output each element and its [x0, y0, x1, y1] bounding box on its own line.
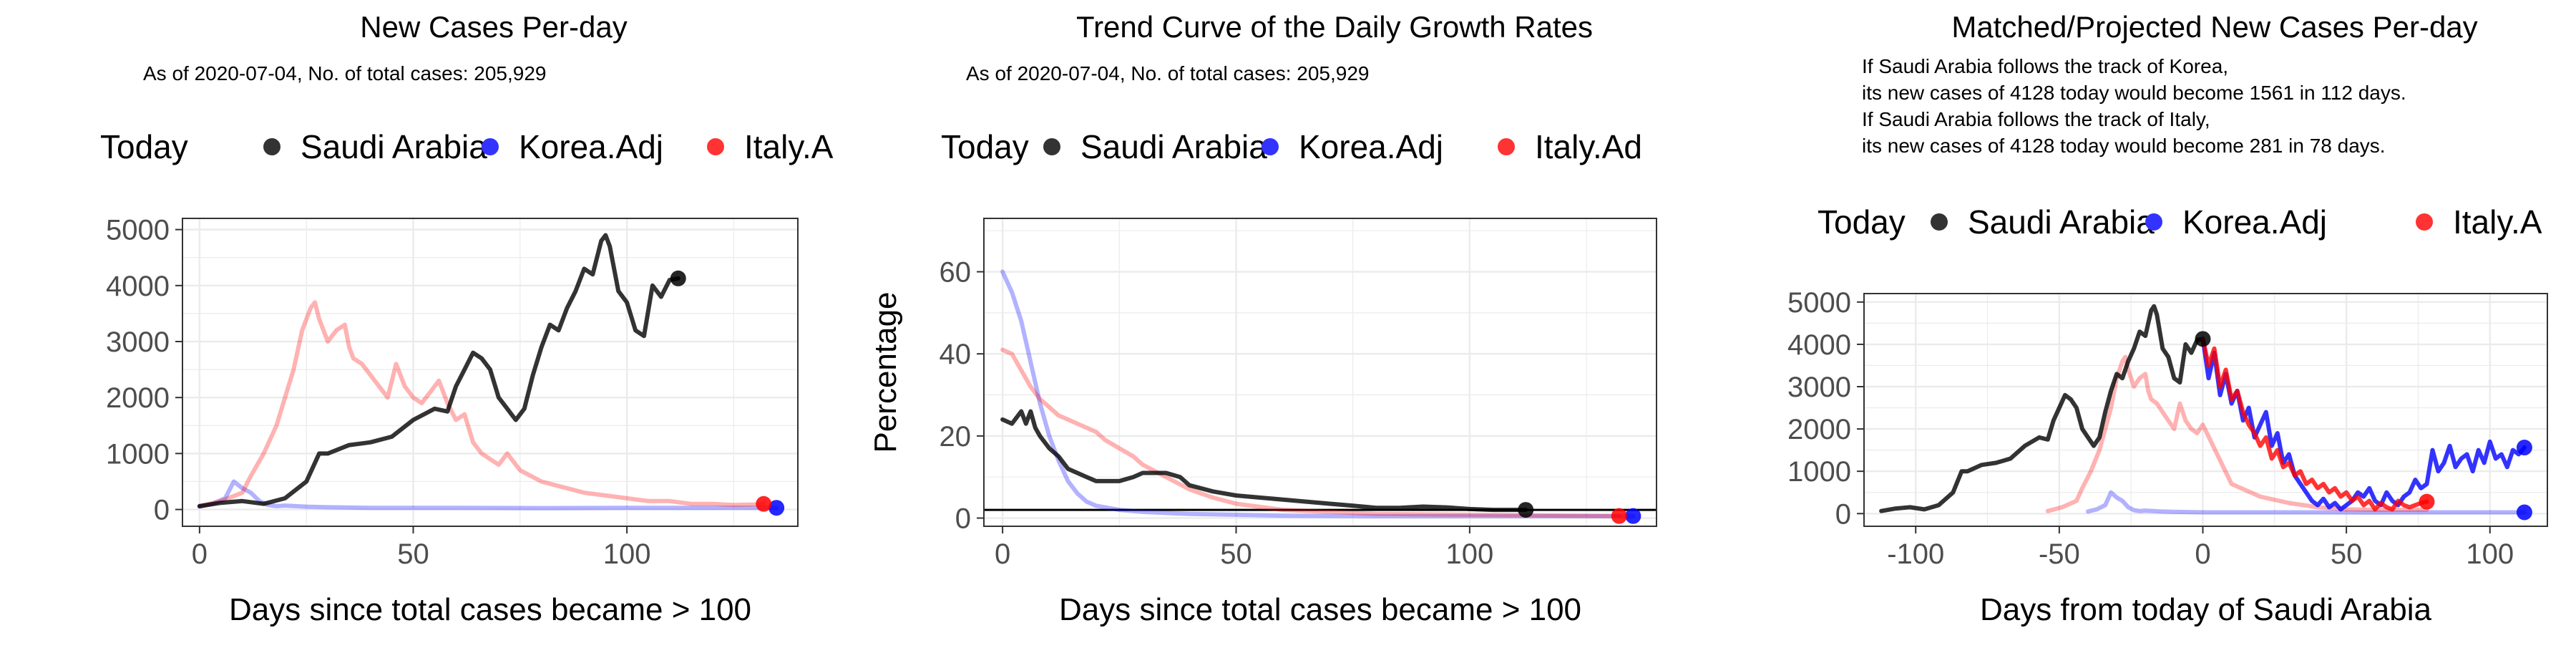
- x-tick-label: 0: [2195, 538, 2210, 570]
- chart-annotation: If Saudi Arabia follows the track of Kor…: [1862, 55, 2228, 77]
- y-axis-label: Percentage: [868, 291, 903, 453]
- legend-key: [263, 138, 280, 155]
- legend-key: [2416, 213, 2433, 231]
- y-tick-label: 4000: [106, 271, 170, 302]
- legend-label: Saudi Arabia: [1968, 203, 2155, 241]
- x-tick-label: -50: [2039, 538, 2080, 570]
- legend-key: [482, 138, 499, 155]
- legend-key: [2145, 213, 2162, 231]
- series-end-marker: [2419, 493, 2435, 510]
- legend: Today Saudi Arabia Korea.Adj Italy.A: [100, 128, 834, 165]
- series-end-marker: [769, 500, 785, 516]
- x-tick-label: 100: [2466, 538, 2514, 570]
- legend-key: [1262, 138, 1279, 155]
- gridlines: [182, 218, 798, 526]
- series-end-marker: [2516, 440, 2532, 456]
- chart-annotation: its new cases of 4128 today would become…: [1862, 135, 2386, 157]
- legend: Today Saudi Arabia Korea.Adj Italy.A: [1818, 203, 2542, 241]
- chart-title: Matched/Projected New Cases Per-day: [1951, 10, 2477, 44]
- x-tick-label: 0: [192, 538, 208, 570]
- chart-3: Matched/Projected New Cases Per-day If Sa…: [1787, 10, 2548, 627]
- x-tick-label: 50: [1220, 538, 1252, 570]
- chart-2: Trend Curve of the Daily Growth Rates As …: [868, 10, 1657, 627]
- y-tick-label: 3000: [106, 327, 170, 358]
- y-tick-label: 0: [154, 495, 170, 526]
- legend-title: Today: [100, 128, 188, 165]
- series-line-5: [2200, 337, 2429, 512]
- series-end-marker: [2195, 331, 2211, 347]
- y-tick-label: 0: [955, 503, 971, 535]
- legend-label: Korea.Adj: [1299, 128, 1443, 165]
- y-tick-label: 1000: [1787, 456, 1851, 488]
- plot-border: [983, 218, 1657, 527]
- chart-title: Trend Curve of the Daily Growth Rates: [1076, 10, 1593, 44]
- series-end-marker: [756, 495, 772, 512]
- y-tick-label: 3000: [1787, 372, 1851, 403]
- chart-annotation: If Saudi Arabia follows the track of Ita…: [1862, 108, 2210, 130]
- legend-key: [1931, 213, 1948, 231]
- legend-key: [1043, 138, 1060, 155]
- series-line-1: [1000, 409, 1528, 513]
- x-tick-label: 100: [603, 538, 651, 570]
- series-line-3: [1000, 347, 1621, 518]
- y-tick-label: 20: [940, 421, 972, 453]
- gridlines: [1864, 294, 2547, 526]
- x-tick-label: 0: [995, 538, 1010, 570]
- x-axis-label: Days since total cases became > 100: [1059, 592, 1581, 627]
- series-end-marker: [670, 270, 686, 286]
- legend-label: Saudi Arabia: [301, 128, 487, 165]
- x-tick-label: -100: [1887, 538, 1944, 570]
- y-tick-label: 60: [940, 257, 972, 289]
- plot-border: [182, 218, 799, 527]
- legend-key: [1498, 138, 1515, 155]
- chart-title: New Cases Per-day: [360, 10, 627, 44]
- legend-label: Saudi Arabia: [1080, 128, 1267, 165]
- series-end-marker: [2516, 504, 2532, 521]
- chart-subtitle: As of 2020-07-04, No. of total cases: 20…: [143, 62, 546, 84]
- x-axis-label: Days from today of Saudi Arabia: [1980, 592, 2432, 627]
- x-tick-label: 50: [397, 538, 429, 570]
- series-line-2: [197, 479, 779, 511]
- gridlines: [984, 218, 1657, 526]
- x-axis-label: Days since total cases became > 100: [229, 592, 751, 627]
- y-tick-label: 2000: [1787, 414, 1851, 445]
- chart-1: New Cases Per-day As of 2020-07-04, No. o…: [100, 10, 834, 627]
- x-tick-label: 50: [2331, 538, 2363, 570]
- series-line-1: [1879, 304, 2205, 513]
- legend-key: [707, 138, 724, 155]
- legend-label: Korea.Adj: [519, 128, 663, 165]
- y-tick-label: 1000: [106, 438, 170, 470]
- series-line-2: [1000, 269, 1636, 518]
- plot-panel: [984, 218, 1657, 526]
- x-tick-label: 100: [1446, 538, 1494, 570]
- legend-label: Korea.Adj: [2182, 203, 2327, 241]
- plot-border: [1863, 293, 2548, 527]
- series-end-marker: [1625, 508, 1641, 524]
- legend: Today Saudi Arabia Korea.Adj Italy.Ad: [941, 128, 1642, 165]
- series-line-1: [197, 233, 680, 508]
- series-line-3: [2045, 354, 2429, 513]
- legend-title: Today: [941, 128, 1029, 165]
- legend-label: Italy.A: [744, 128, 834, 165]
- chart-subtitle: As of 2020-07-04, No. of total cases: 20…: [966, 62, 1369, 84]
- y-tick-label: 5000: [1787, 287, 1851, 319]
- plot-panel: [1864, 294, 2547, 526]
- y-tick-label: 40: [940, 339, 972, 370]
- legend-label: Italy.Ad: [1535, 128, 1642, 165]
- chart-annotation: its new cases of 4128 today would become…: [1862, 82, 2406, 104]
- series-end-marker: [1611, 508, 1627, 524]
- y-tick-label: 2000: [106, 382, 170, 414]
- series-end-marker: [1518, 502, 1534, 518]
- legend-title: Today: [1818, 203, 1906, 241]
- series-line-2: [2086, 490, 2527, 515]
- y-tick-label: 5000: [106, 215, 170, 246]
- series-line-3: [197, 300, 766, 508]
- y-tick-label: 0: [1835, 498, 1851, 530]
- y-tick-label: 4000: [1787, 329, 1851, 361]
- legend-label: Italy.A: [2453, 203, 2542, 241]
